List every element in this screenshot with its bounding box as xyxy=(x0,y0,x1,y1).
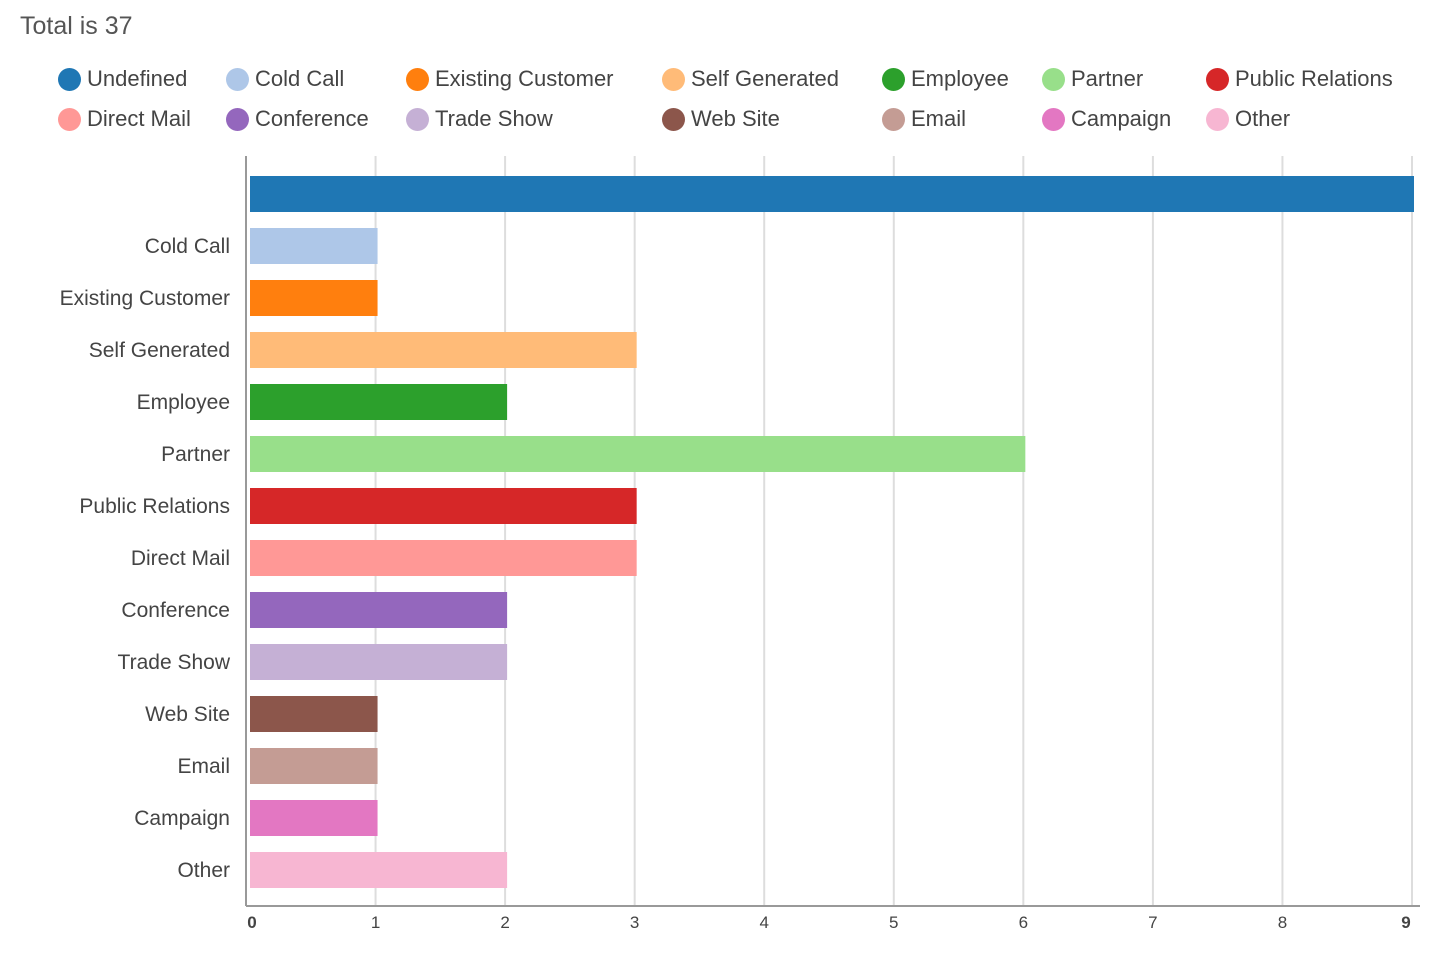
category-label: Conference xyxy=(121,599,230,622)
legend-item[interactable]: Undefined xyxy=(58,63,187,95)
bar xyxy=(250,696,378,732)
category-label: Direct Mail xyxy=(131,547,230,570)
bar xyxy=(250,176,1414,212)
legend-swatch xyxy=(662,107,685,131)
bar xyxy=(250,800,378,836)
legend-swatch xyxy=(406,107,429,131)
bar xyxy=(250,332,637,368)
x-tick-label: 9 xyxy=(1401,913,1410,932)
legend-label: Public Relations xyxy=(1235,66,1393,91)
legend-swatch xyxy=(226,107,249,131)
legend-swatch xyxy=(882,107,905,131)
bar xyxy=(250,436,1026,472)
legend-item[interactable]: Direct Mail xyxy=(58,103,191,135)
x-tick-label: 6 xyxy=(1019,913,1028,932)
legend-label: Partner xyxy=(1071,66,1144,91)
x-tick-label: 3 xyxy=(630,913,639,932)
x-tick-label: 8 xyxy=(1278,913,1287,932)
legend-item[interactable]: Trade Show xyxy=(406,103,553,135)
x-tick-label: 5 xyxy=(889,913,898,932)
legend-swatch xyxy=(1206,107,1229,131)
bar xyxy=(250,852,508,888)
category-label: Existing Customer xyxy=(60,287,230,310)
legend-swatch xyxy=(58,67,81,91)
bar xyxy=(250,280,378,316)
x-tick-label: 2 xyxy=(500,913,509,932)
legend-label: Web Site xyxy=(691,106,780,131)
legend-item[interactable]: Self Generated xyxy=(662,63,839,95)
category-label: Campaign xyxy=(134,807,230,830)
legend-label: Campaign xyxy=(1071,106,1172,131)
legend-label: Trade Show xyxy=(435,106,553,131)
legend-label: Email xyxy=(911,106,967,131)
legend-label: Direct Mail xyxy=(87,106,191,131)
legend-item[interactable]: Partner xyxy=(1042,63,1143,95)
legend-swatch xyxy=(58,107,81,131)
legend-swatch xyxy=(406,67,429,91)
bar xyxy=(250,384,508,420)
legend-label: Undefined xyxy=(87,66,188,91)
bar xyxy=(250,540,637,576)
legend-item[interactable]: Web Site xyxy=(662,103,780,135)
category-label: Web Site xyxy=(145,703,230,726)
legend-item[interactable]: Other xyxy=(1206,103,1290,135)
legend-swatch xyxy=(1206,67,1229,91)
category-label: Other xyxy=(177,859,230,882)
bar xyxy=(250,228,378,264)
legend-label: Cold Call xyxy=(255,66,345,91)
chart-title: Total is 37 xyxy=(20,12,133,40)
category-label: Trade Show xyxy=(118,651,231,674)
legend-swatch xyxy=(226,67,249,91)
legend-item[interactable]: Cold Call xyxy=(226,63,344,95)
legend-item[interactable]: Email xyxy=(882,103,966,135)
bar xyxy=(250,748,378,784)
category-label: Employee xyxy=(137,391,230,414)
legend-label: Other xyxy=(1235,106,1291,131)
bar xyxy=(250,488,637,524)
category-label: Self Generated xyxy=(89,339,230,362)
x-tick-label: 1 xyxy=(371,913,380,932)
legend-swatch xyxy=(1042,107,1065,131)
legend-label: Self Generated xyxy=(691,66,839,91)
legend-label: Employee xyxy=(911,66,1009,91)
legend-item[interactable]: Existing Customer xyxy=(406,63,614,95)
legend-item[interactable]: Campaign xyxy=(1042,103,1171,135)
category-label: Cold Call xyxy=(145,235,230,258)
x-tick-label: 4 xyxy=(759,913,768,932)
x-tick-label: 0 xyxy=(247,913,256,932)
bar xyxy=(250,592,508,628)
legend-label: Existing Customer xyxy=(435,66,614,91)
category-label: Email xyxy=(177,755,230,778)
legend-item[interactable]: Employee xyxy=(882,63,1009,95)
legend-item[interactable]: Public Relations xyxy=(1206,63,1393,95)
bar xyxy=(250,644,508,680)
category-label: Partner xyxy=(161,443,230,466)
legend-swatch xyxy=(882,67,905,91)
x-tick-label: 7 xyxy=(1148,913,1157,932)
legend-item[interactable]: Conference xyxy=(226,103,369,135)
category-label: Public Relations xyxy=(79,495,230,518)
legend-swatch xyxy=(1042,67,1065,91)
legend-label: Conference xyxy=(255,106,369,131)
legend-swatch xyxy=(662,67,685,91)
